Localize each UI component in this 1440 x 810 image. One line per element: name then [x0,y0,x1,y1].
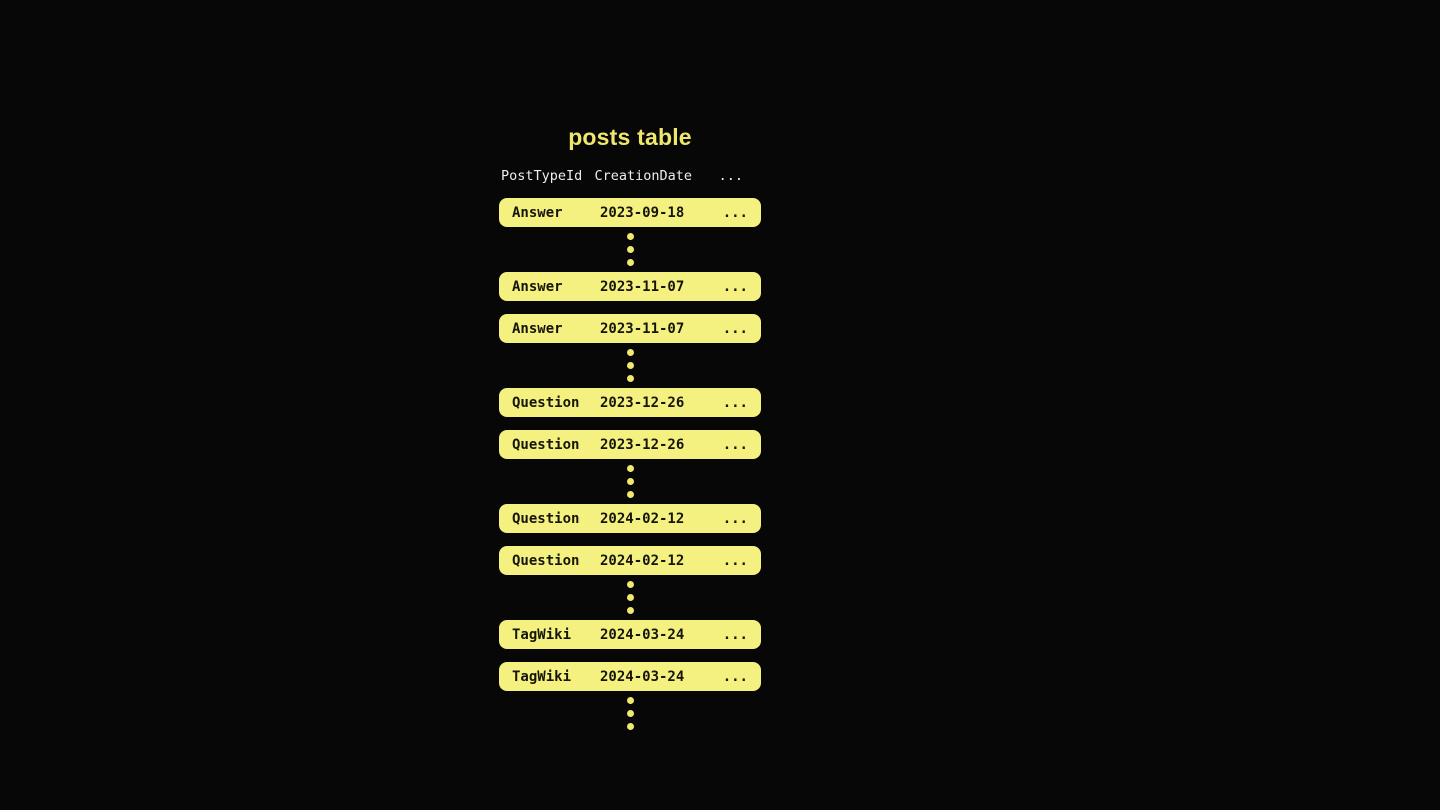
vertical-ellipsis-icon [499,227,761,272]
cell-more: ... [722,204,748,221]
dot [626,362,634,369]
table-row: Answer 2023-09-18 ... [499,198,761,227]
dot [626,697,634,704]
dot [626,349,634,356]
table-row: TagWiki 2024-03-24 ... [499,620,761,649]
cell-more: ... [722,552,748,569]
vertical-ellipsis-icon [499,691,761,736]
table-row: Question 2023-12-26 ... [499,388,761,417]
cell-creation-date: 2024-03-24 [600,626,685,643]
dot [626,465,634,472]
cell-creation-date: 2023-09-18 [600,204,685,221]
cell-creation-date: 2024-02-12 [600,552,685,569]
dot [626,607,634,614]
table-row: Question 2024-02-12 ... [499,546,761,575]
dot [626,375,634,382]
cell-post-type: Question [512,394,580,411]
dot [626,581,634,588]
cell-creation-date: 2023-12-26 [600,436,685,453]
dot [626,259,634,266]
cell-post-type: Question [512,552,580,569]
cell-more: ... [722,278,748,295]
cell-post-type: Question [512,510,580,527]
cell-more: ... [722,436,748,453]
cell-post-type: TagWiki [512,626,572,643]
dot [626,478,634,485]
cell-more: ... [722,394,748,411]
cell-creation-date: 2023-11-07 [600,320,685,337]
header-cell-posttypeid: PostTypeId [501,167,583,184]
cell-more: ... [722,320,748,337]
cell-creation-date: 2024-02-12 [600,510,685,527]
cell-post-type: TagWiki [512,668,572,685]
posts-table-diagram: posts table PostTypeId CreationDate ... … [499,124,761,736]
vertical-ellipsis-icon [499,343,761,388]
cell-more: ... [722,626,748,643]
cell-creation-date: 2024-03-24 [600,668,685,685]
cell-post-type: Answer [512,278,563,295]
table-row: Answer 2023-11-07 ... [499,314,761,343]
diagram-title: posts table [568,124,692,150]
table-row: Answer 2023-11-07 ... [499,272,761,301]
vertical-ellipsis-icon [499,459,761,504]
dot [626,594,634,601]
table-row: Question 2024-02-12 ... [499,504,761,533]
cell-creation-date: 2023-12-26 [600,394,685,411]
cell-post-type: Question [512,436,580,453]
dot [626,710,634,717]
header-cell-more: ... [718,167,743,184]
cell-post-type: Answer [512,320,563,337]
cell-more: ... [722,668,748,685]
dot [626,233,634,240]
table-row: TagWiki 2024-03-24 ... [499,662,761,691]
header-cell-creationdate: CreationDate [594,167,693,184]
table-header: PostTypeId CreationDate ... [499,167,761,184]
vertical-ellipsis-icon [499,575,761,620]
cell-post-type: Answer [512,204,563,221]
dot [626,246,634,253]
dot [626,491,634,498]
dot [626,723,634,730]
cell-creation-date: 2023-11-07 [600,278,685,295]
table-row: Question 2023-12-26 ... [499,430,761,459]
cell-more: ... [722,510,748,527]
